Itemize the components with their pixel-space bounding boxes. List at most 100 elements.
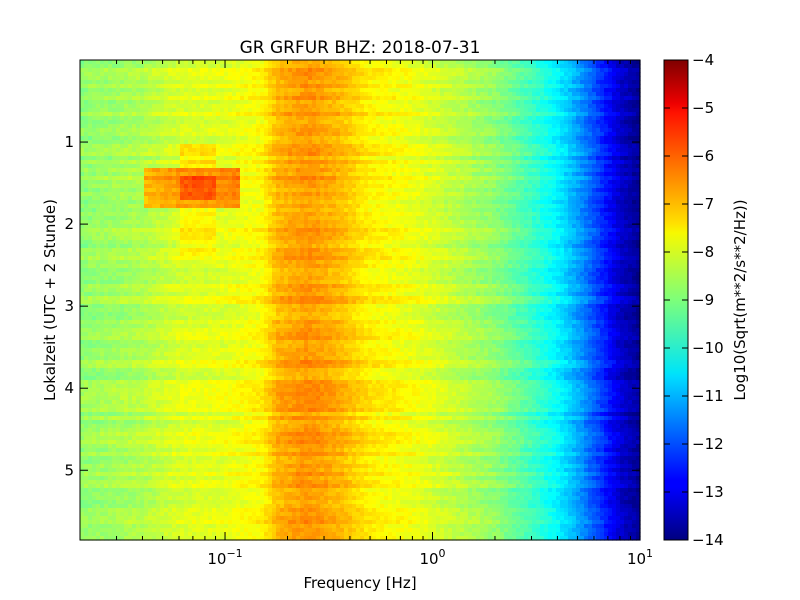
heatmap-cell [84,440,89,445]
heatmap-cell [108,76,113,81]
heatmap-cell [204,152,209,157]
heatmap-cell [136,376,141,381]
heatmap-cell [140,272,145,277]
heatmap-cell [104,316,109,321]
heatmap-cell [216,120,221,125]
heatmap-cell [180,484,185,489]
heatmap-cell [152,444,157,449]
heatmap-cell [132,424,137,429]
heatmap-cell [204,76,209,81]
heatmap-cell [132,468,137,473]
heatmap-cell [220,464,225,469]
heatmap-cell [104,480,109,485]
heatmap-cell [164,532,169,537]
heatmap-cell [236,376,241,381]
heatmap-cell [92,324,97,329]
heatmap-cell [184,496,189,501]
heatmap-cell [84,176,89,181]
heatmap-cell [120,412,125,417]
heatmap-cell [140,144,145,149]
heatmap-cell [80,168,85,173]
heatmap-cell [236,436,241,441]
heatmap-cell [168,268,173,273]
heatmap-cell [124,452,129,457]
heatmap-cell [240,84,245,89]
heatmap-cell [164,496,169,501]
heatmap-cell [132,324,137,329]
heatmap-cell [144,256,149,261]
heatmap-cell [124,488,129,493]
heatmap-cell [196,148,201,153]
heatmap-cell [132,148,137,153]
heatmap-cell [92,448,97,453]
heatmap-cell [200,508,205,513]
heatmap-cell [124,472,129,477]
heatmap-cell [80,456,85,461]
heatmap-cell [240,92,245,97]
heatmap-cell [216,168,221,173]
heatmap-cell [140,488,145,493]
heatmap-cell [92,64,97,69]
heatmap-cell [188,360,193,365]
heatmap-cell [156,340,161,345]
heatmap-cell [148,124,153,129]
heatmap-cell [200,416,205,421]
heatmap-cell [132,200,137,205]
heatmap-cell [144,464,149,469]
heatmap-cell [224,156,229,161]
heatmap-cell [116,496,121,501]
heatmap-cell [176,220,181,225]
heatmap-cell [188,428,193,433]
heatmap-cell [88,480,93,485]
heatmap-cell [148,212,153,217]
heatmap-cell [88,264,93,269]
heatmap-cell [84,364,89,369]
heatmap-cell [132,276,137,281]
heatmap-cell [176,456,181,461]
heatmap-cell [220,404,225,409]
heatmap-cell [228,60,233,65]
heatmap-cell [236,536,241,541]
heatmap-cell [244,280,249,285]
heatmap-cell [180,524,185,529]
heatmap-cell [212,212,217,217]
heatmap-cell [152,312,157,317]
heatmap-cell [228,288,233,293]
heatmap-cell [148,336,153,341]
heatmap-cell [216,236,221,241]
heatmap-cell [172,476,177,481]
heatmap-cell [96,528,101,533]
heatmap-cell [164,228,169,233]
heatmap-cell [184,532,189,537]
heatmap-cell [188,400,193,405]
heatmap-cell [84,512,89,517]
heatmap-cell [140,284,145,289]
heatmap-cell [228,372,233,377]
heatmap-cell [188,292,193,297]
heatmap-cell [204,480,209,485]
heatmap-cell [132,288,137,293]
heatmap-cell [236,512,241,517]
heatmap-cell [100,228,105,233]
heatmap-cell [204,236,209,241]
heatmap-cell [236,356,241,361]
heatmap-cell [124,200,129,205]
heatmap-cell [240,312,245,317]
heatmap-cell [88,92,93,97]
heatmap-cell [148,396,153,401]
heatmap-cell [112,328,117,333]
heatmap-cell [144,520,149,525]
heatmap-cell [92,480,97,485]
heatmap-cell [120,216,125,221]
heatmap-cell [88,352,93,357]
heatmap-cell [160,408,165,413]
heatmap-cell [156,64,161,69]
heatmap-cell [240,308,245,313]
heatmap-cell [216,252,221,257]
heatmap-cell [188,492,193,497]
heatmap-cell [148,412,153,417]
heatmap-cell [112,504,117,509]
heatmap-cell [108,476,113,481]
heatmap-cell [140,236,145,241]
heatmap-cell [176,68,181,73]
